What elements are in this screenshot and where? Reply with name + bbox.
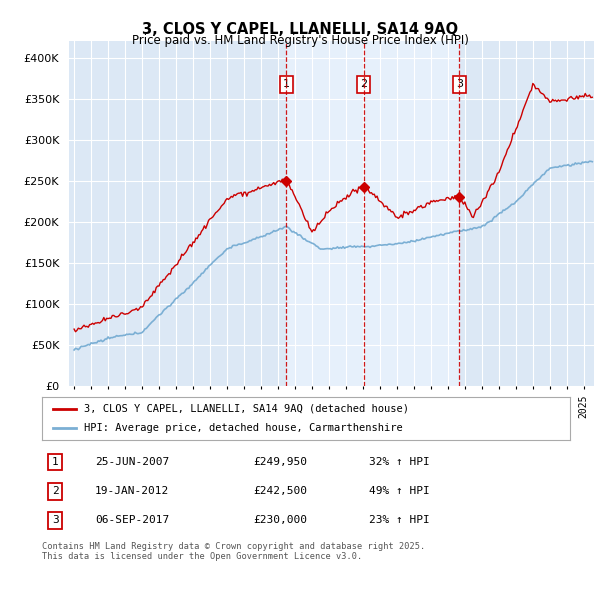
Text: £230,000: £230,000 [253, 516, 307, 526]
Text: 2: 2 [52, 486, 59, 496]
Text: £242,500: £242,500 [253, 486, 307, 496]
Text: 3, CLOS Y CAPEL, LLANELLI, SA14 9AQ (detached house): 3, CLOS Y CAPEL, LLANELLI, SA14 9AQ (det… [84, 404, 409, 414]
Text: 3, CLOS Y CAPEL, LLANELLI, SA14 9AQ: 3, CLOS Y CAPEL, LLANELLI, SA14 9AQ [142, 22, 458, 37]
Bar [286, 41, 364, 386]
Text: HPI: Average price, detached house, Carmarthenshire: HPI: Average price, detached house, Carm… [84, 423, 403, 433]
Text: 25-JUN-2007: 25-JUN-2007 [95, 457, 169, 467]
Text: 1: 1 [52, 457, 59, 467]
Text: 32% ↑ HPI: 32% ↑ HPI [370, 457, 430, 467]
Text: 1: 1 [283, 80, 290, 90]
Text: Price paid vs. HM Land Registry's House Price Index (HPI): Price paid vs. HM Land Registry's House … [131, 34, 469, 47]
Text: 06-SEP-2017: 06-SEP-2017 [95, 516, 169, 526]
Text: 2: 2 [360, 80, 367, 90]
Text: Contains HM Land Registry data © Crown copyright and database right 2025.
This d: Contains HM Land Registry data © Crown c… [42, 542, 425, 561]
Text: 19-JAN-2012: 19-JAN-2012 [95, 486, 169, 496]
Text: 3: 3 [52, 516, 59, 526]
Text: 23% ↑ HPI: 23% ↑ HPI [370, 516, 430, 526]
Text: 3: 3 [456, 80, 463, 90]
Bar [364, 41, 460, 386]
Text: 49% ↑ HPI: 49% ↑ HPI [370, 486, 430, 496]
Text: £249,950: £249,950 [253, 457, 307, 467]
